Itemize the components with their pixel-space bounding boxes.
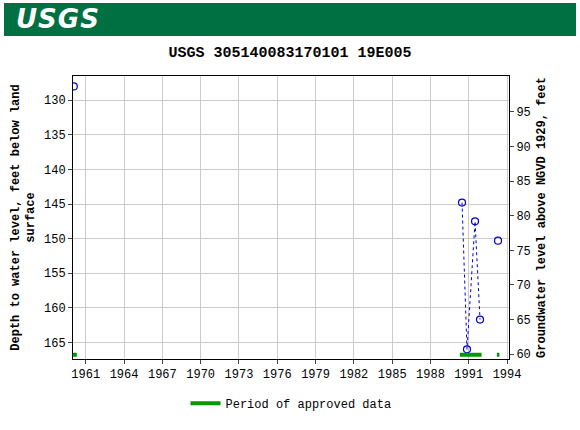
svg-text:1991: 1991 (454, 368, 483, 382)
svg-text:1994: 1994 (493, 368, 522, 382)
svg-text:USGS 305140083170101 19E005: USGS 305140083170101 19E005 (168, 45, 411, 62)
svg-text:65: 65 (516, 314, 530, 328)
svg-text:130: 130 (44, 94, 66, 108)
svg-text:165: 165 (44, 337, 66, 351)
svg-text:1988: 1988 (416, 368, 445, 382)
svg-text:60: 60 (516, 348, 530, 362)
svg-text:135: 135 (44, 129, 66, 143)
svg-text:1976: 1976 (263, 368, 292, 382)
svg-text:70: 70 (516, 279, 530, 293)
svg-text:160: 160 (44, 302, 66, 316)
svg-text:1967: 1967 (148, 368, 177, 382)
svg-text:85: 85 (516, 175, 530, 189)
svg-text:Groundwater level above NGVD 1: Groundwater level above NGVD 1929, feet (535, 77, 549, 358)
svg-text:150: 150 (44, 233, 66, 247)
svg-text:Depth to water level, feet bel: Depth to water level, feet below landsur… (9, 84, 39, 350)
svg-text:95: 95 (516, 106, 530, 120)
svg-text:80: 80 (516, 210, 530, 224)
svg-text:145: 145 (44, 198, 66, 212)
svg-text:1979: 1979 (301, 368, 330, 382)
html-text:USGS: USGS (16, 4, 100, 34)
svg-text:1964: 1964 (110, 368, 139, 382)
svg-text:1982: 1982 (339, 368, 368, 382)
svg-text:Period of approved data: Period of approved data (226, 398, 392, 412)
svg-text:75: 75 (516, 245, 530, 259)
svg-text:1973: 1973 (225, 368, 254, 382)
svg-text:90: 90 (516, 141, 530, 155)
svg-text:1985: 1985 (378, 368, 407, 382)
svg-text:1970: 1970 (186, 368, 215, 382)
svg-text:140: 140 (44, 164, 66, 178)
svg-text:155: 155 (44, 267, 66, 281)
svg-text:1961: 1961 (71, 368, 100, 382)
